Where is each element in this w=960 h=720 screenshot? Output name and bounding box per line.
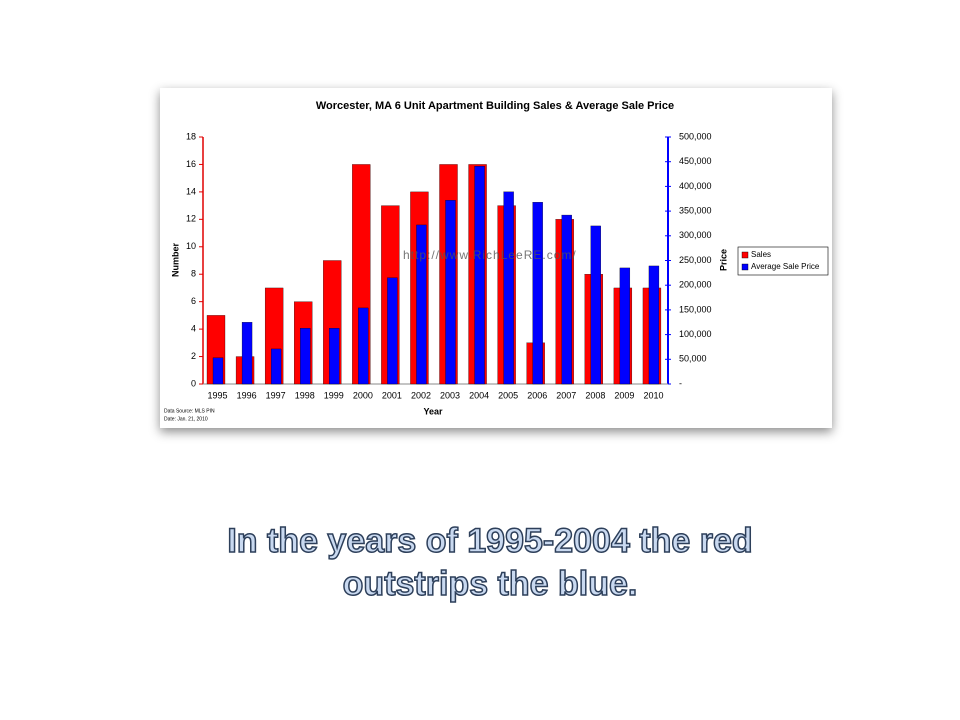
- y2-tick-label: 50,000: [679, 354, 707, 364]
- y-tick-label: 12: [186, 214, 196, 224]
- bar: [241, 322, 253, 385]
- x-tick-label: 1999: [324, 390, 344, 400]
- x-tick-label: 2004: [469, 390, 489, 400]
- watermark: http://www.RichLeeRE.com/: [403, 248, 577, 262]
- y-tick-label: 0: [191, 378, 196, 388]
- bar: [648, 265, 660, 385]
- y-tick-label: 18: [186, 131, 196, 141]
- x-axis-label: Year: [423, 406, 443, 416]
- date-note: Date: Jan. 21, 2010: [164, 416, 208, 422]
- x-tick-label: 2006: [527, 390, 547, 400]
- x-tick-label: 2009: [614, 390, 634, 400]
- bar: [387, 277, 398, 385]
- x-tick-label: 2010: [643, 390, 663, 400]
- y2-tick-label: 400,000: [679, 181, 712, 191]
- x-tick-label: 1997: [266, 390, 286, 400]
- x-tick-label: 2007: [556, 390, 576, 400]
- bar: [445, 200, 456, 385]
- y-tick-label: 10: [186, 241, 196, 251]
- chart-title: Worcester, MA 6 Unit Apartment Building …: [316, 100, 674, 112]
- x-tick-label: 2005: [498, 390, 518, 400]
- y-axis-label: Number: [170, 243, 180, 278]
- y2-tick-label: 250,000: [679, 255, 712, 265]
- y2-tick-label: 150,000: [679, 304, 712, 314]
- x-tick-label: 1998: [295, 390, 315, 400]
- y2-tick-label: -: [679, 378, 682, 388]
- caption: In the years of 1995-2004 the red outstr…: [227, 521, 754, 604]
- bar: [619, 267, 631, 385]
- bar: [561, 214, 572, 385]
- bar: [358, 307, 369, 385]
- x-tick-label: 2001: [382, 390, 402, 400]
- x-tick-label: 2000: [353, 390, 373, 400]
- legend-swatch: [741, 251, 749, 259]
- bar: [329, 328, 340, 385]
- x-tick-label: 2008: [585, 390, 605, 400]
- legend-label: Average Sale Price: [751, 262, 820, 271]
- bar: [270, 348, 282, 385]
- bar: [503, 191, 514, 385]
- legend-label: Sales: [751, 250, 771, 259]
- y-tick-label: 16: [186, 159, 196, 169]
- y-tick-label: 6: [191, 296, 196, 306]
- bar: [212, 357, 224, 385]
- legend-box: [737, 246, 829, 276]
- x-tick-label: 1995: [208, 390, 228, 400]
- y-tick-label: 2: [191, 351, 196, 361]
- x-tick-label: 2003: [440, 390, 460, 400]
- y2-tick-label: 200,000: [679, 280, 712, 290]
- bar: [474, 165, 485, 385]
- y2-tick-label: 450,000: [679, 156, 712, 166]
- bar: [590, 225, 601, 385]
- x-tick-label: 2002: [411, 390, 431, 400]
- y2-tick-label: 350,000: [679, 205, 712, 215]
- y-tick-label: 4: [191, 323, 196, 333]
- y2-tick-label: 500,000: [679, 131, 712, 141]
- bar: [416, 224, 427, 385]
- y2-tick-label: 300,000: [679, 230, 712, 240]
- y-tick-label: 8: [191, 269, 196, 279]
- y-tick-label: 14: [186, 186, 196, 196]
- x-tick-label: 1996: [237, 390, 257, 400]
- legend-swatch: [741, 263, 749, 271]
- bar: [300, 328, 311, 385]
- source-note: Data Source: MLS PIN: [164, 408, 215, 414]
- y2-axis-label: Price: [718, 249, 728, 271]
- y2-tick-label: 100,000: [679, 329, 712, 339]
- bar: [532, 202, 543, 385]
